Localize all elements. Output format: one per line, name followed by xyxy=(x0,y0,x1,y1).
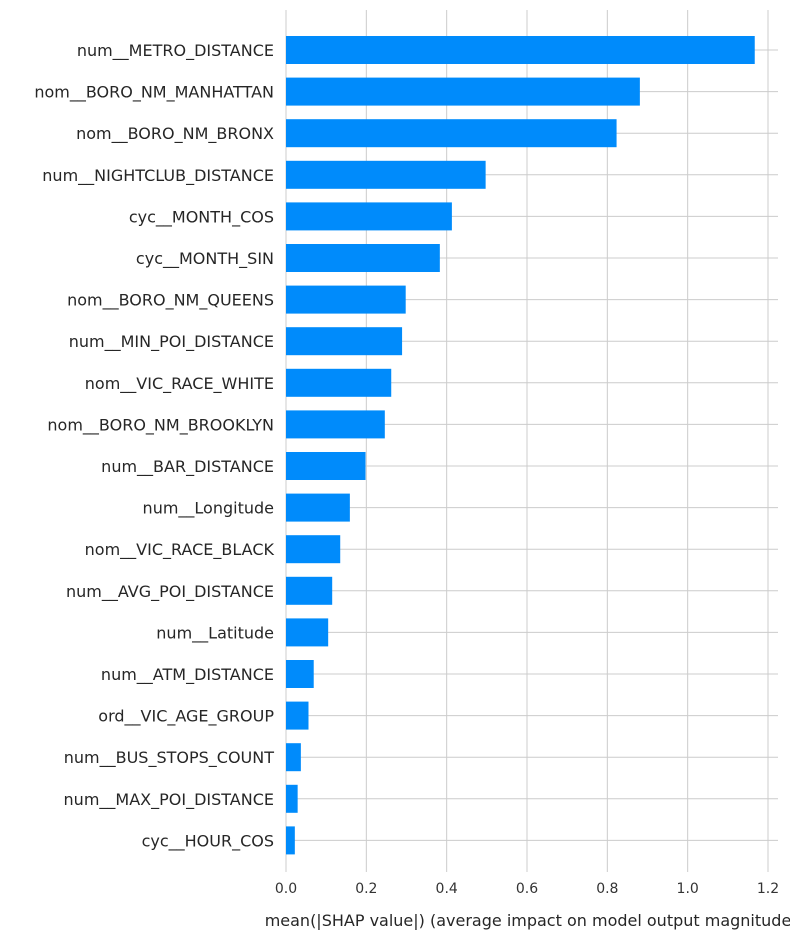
feature-label: num__MIN_POI_DISTANCE xyxy=(69,332,274,352)
bar xyxy=(286,160,486,189)
bar xyxy=(286,410,385,439)
feature-label: num__ATM_DISTANCE xyxy=(101,665,274,685)
bar xyxy=(286,618,329,647)
bar xyxy=(286,826,295,855)
bar xyxy=(286,77,640,106)
feature-label: num__Longitude xyxy=(143,499,274,519)
bar xyxy=(286,660,314,688)
feature-label: cyc__MONTH_SIN xyxy=(136,249,274,269)
bar xyxy=(286,119,617,148)
bar xyxy=(286,493,350,522)
feature-label: nom__VIC_RACE_WHITE xyxy=(85,374,274,394)
feature-label: cyc__HOUR_COS xyxy=(142,831,274,851)
x-axis-ticks: 0.0 0.2 0.4 0.6 0.8 1.0 1.2 xyxy=(275,881,779,897)
feature-label: num__MAX_POI_DISTANCE xyxy=(64,790,274,810)
feature-label: num__METRO_DISTANCE xyxy=(77,41,274,61)
bar xyxy=(286,576,333,605)
x-tick-label: 0.0 xyxy=(275,881,297,897)
feature-label: num__BUS_STOPS_COUNT xyxy=(64,748,274,768)
bar xyxy=(286,202,452,231)
bar xyxy=(286,327,403,356)
bar xyxy=(286,743,301,772)
bar xyxy=(286,368,392,397)
x-axis-label: mean(|SHAP value|) (average impact on mo… xyxy=(265,911,790,930)
feature-label: cyc__MONTH_COS xyxy=(129,207,274,227)
feature-label: num__NIGHTCLUB_DISTANCE xyxy=(42,166,274,186)
feature-label: nom__BORO_NM_QUEENS xyxy=(67,291,274,311)
bars xyxy=(286,36,755,855)
feature-label: nom__BORO_NM_BROOKLYN xyxy=(47,415,274,435)
feature-label: nom__BORO_NM_MANHATTAN xyxy=(34,83,274,103)
feature-label: nom__BORO_NM_BRONX xyxy=(76,124,274,144)
x-tick-label: 0.6 xyxy=(516,881,538,897)
feature-label: ord__VIC_AGE_GROUP xyxy=(98,707,274,727)
bar xyxy=(286,535,341,564)
feature-label: num__Latitude xyxy=(156,623,274,643)
bar xyxy=(286,36,755,64)
x-tick-label: 1.2 xyxy=(757,881,779,897)
x-tick-label: 0.8 xyxy=(596,881,618,897)
bar xyxy=(286,244,440,272)
feature-labels: num__METRO_DISTANCE nom__BORO_NM_MANHATTA… xyxy=(34,41,274,851)
x-tick-label: 0.2 xyxy=(355,881,377,897)
x-tick-label: 0.4 xyxy=(436,881,458,897)
feature-label: num__BAR_DISTANCE xyxy=(101,457,274,477)
bar xyxy=(286,701,309,730)
feature-label: nom__VIC_RACE_BLACK xyxy=(85,540,275,560)
feature-label: num__AVG_POI_DISTANCE xyxy=(66,582,274,602)
bar xyxy=(286,285,406,314)
x-tick-label: 1.0 xyxy=(677,881,699,897)
bar xyxy=(286,452,366,480)
bar xyxy=(286,784,298,813)
